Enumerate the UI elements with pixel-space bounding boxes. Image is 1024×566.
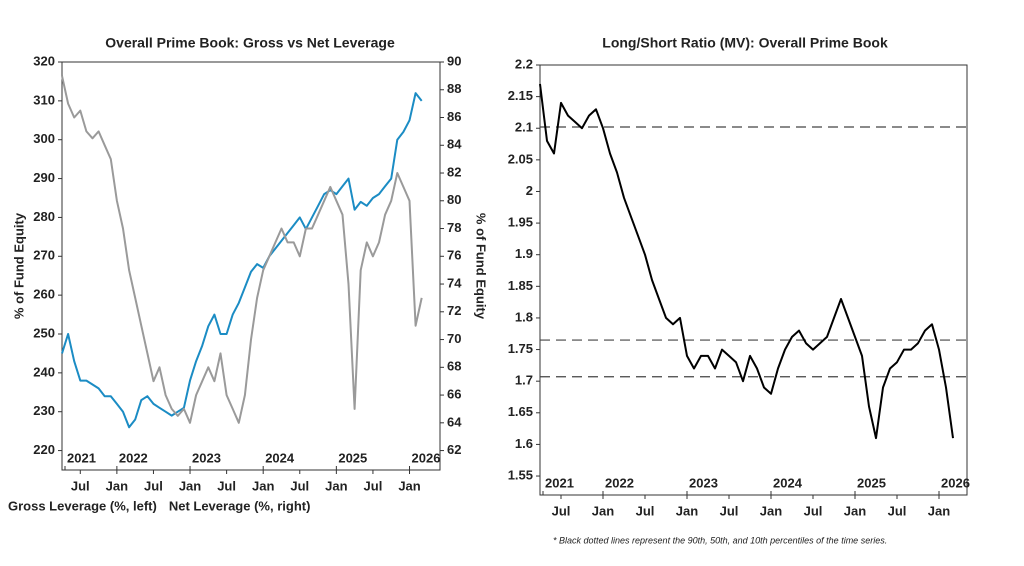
- y-tick-label: 1.85: [508, 278, 533, 293]
- y2-tick-label: 88: [447, 81, 461, 96]
- y2-axis-label: % of Fund Equity: [474, 213, 489, 320]
- x-tick-label: Jan: [252, 478, 274, 493]
- y-tick-label: 2.1: [515, 120, 533, 135]
- year-tick-label: 2023: [192, 450, 221, 465]
- y2-tick-label: 78: [447, 220, 461, 235]
- y2-tick-label: 84: [447, 137, 462, 152]
- year-tick-label: 2025: [857, 475, 886, 490]
- y-tick-label: 1.55: [508, 467, 533, 482]
- series-line: [539, 83, 954, 440]
- footnote: * Black dotted lines represent the 90th,…: [553, 535, 887, 545]
- x-tick-label: Jan: [325, 478, 347, 493]
- x-tick-label: Jul: [217, 478, 236, 493]
- y2-tick-label: 76: [447, 248, 461, 263]
- y-tick-label: 1.7: [515, 373, 533, 388]
- y2-tick-label: 86: [447, 109, 461, 124]
- x-tick-label: Jul: [636, 503, 655, 518]
- x-tick-label: Jul: [290, 478, 309, 493]
- legend-label: Net Leverage (%, right): [169, 498, 311, 513]
- x-tick-label: Jul: [888, 503, 907, 518]
- y2-tick-label: 90: [447, 53, 461, 68]
- y-tick-label: 1.9: [515, 246, 533, 261]
- y2-tick-label: 64: [447, 414, 462, 429]
- x-tick-label: Jan: [106, 478, 128, 493]
- x-tick-label: Jul: [364, 478, 383, 493]
- y2-tick-label: 70: [447, 331, 461, 346]
- y-tick-label: 1.65: [508, 404, 533, 419]
- y-tick-label: 2.15: [508, 88, 533, 103]
- plot-frame: [539, 64, 968, 496]
- year-tick-label: 2024: [265, 450, 295, 465]
- x-tick-label: Jan: [928, 503, 950, 518]
- y-tick-label: 1.6: [515, 436, 533, 451]
- year-tick-label: 2026: [412, 450, 441, 465]
- x-tick-label: Jan: [398, 478, 420, 493]
- x-tick-label: Jan: [592, 503, 614, 518]
- y-tick-label: 2: [526, 183, 533, 198]
- year-tick-label: 2022: [119, 450, 148, 465]
- y-tick-label: 270: [33, 248, 55, 263]
- x-tick-label: Jul: [144, 478, 163, 493]
- year-tick-label: 2026: [941, 475, 970, 490]
- y-tick-label: 300: [33, 131, 55, 146]
- plot-frame: [61, 61, 441, 471]
- x-tick-label: Jul: [720, 503, 739, 518]
- y2-tick-label: 62: [447, 442, 461, 457]
- legend-label: Gross Leverage (%, left): [8, 498, 157, 513]
- y-tick-label: 240: [33, 364, 55, 379]
- year-tick-label: 2021: [545, 475, 574, 490]
- y-tick-label: 250: [33, 325, 55, 340]
- y-tick-label: 310: [33, 92, 55, 107]
- y2-tick-label: 82: [447, 164, 461, 179]
- y-tick-label: 290: [33, 170, 55, 185]
- x-tick-label: Jul: [552, 503, 571, 518]
- y2-tick-label: 66: [447, 386, 461, 401]
- y-tick-label: 220: [33, 442, 55, 457]
- year-tick-label: 2022: [605, 475, 634, 490]
- chart-title: Long/Short Ratio (MV): Overall Prime Boo…: [602, 35, 888, 51]
- y2-tick-label: 72: [447, 303, 461, 318]
- year-tick-label: 2024: [773, 475, 803, 490]
- year-tick-label: 2023: [689, 475, 718, 490]
- year-tick-label: 2025: [338, 450, 367, 465]
- y-tick-label: 320: [33, 53, 55, 68]
- y2-tick-label: 80: [447, 192, 461, 207]
- y-tick-label: 1.95: [508, 215, 533, 230]
- year-tick-label: 2021: [67, 450, 96, 465]
- series-line: [61, 92, 423, 429]
- y-tick-label: 1.75: [508, 341, 533, 356]
- y2-tick-label: 74: [447, 275, 462, 290]
- y-tick-label: 2.05: [508, 151, 533, 166]
- x-tick-label: Jul: [71, 478, 90, 493]
- x-tick-label: Jan: [676, 503, 698, 518]
- series-line: [61, 75, 423, 424]
- y2-tick-label: 68: [447, 359, 461, 374]
- x-tick-label: Jan: [760, 503, 782, 518]
- x-tick-label: Jan: [844, 503, 866, 518]
- y-tick-label: 1.8: [515, 309, 533, 324]
- y-tick-label: 230: [33, 403, 55, 418]
- x-tick-label: Jan: [179, 478, 201, 493]
- y-axis-label: % of Fund Equity: [11, 212, 26, 319]
- y-tick-label: 2.2: [515, 56, 533, 71]
- y-tick-label: 260: [33, 287, 55, 302]
- y-tick-label: 280: [33, 209, 55, 224]
- x-tick-label: Jul: [804, 503, 823, 518]
- chart-title: Overall Prime Book: Gross vs Net Leverag…: [105, 35, 395, 51]
